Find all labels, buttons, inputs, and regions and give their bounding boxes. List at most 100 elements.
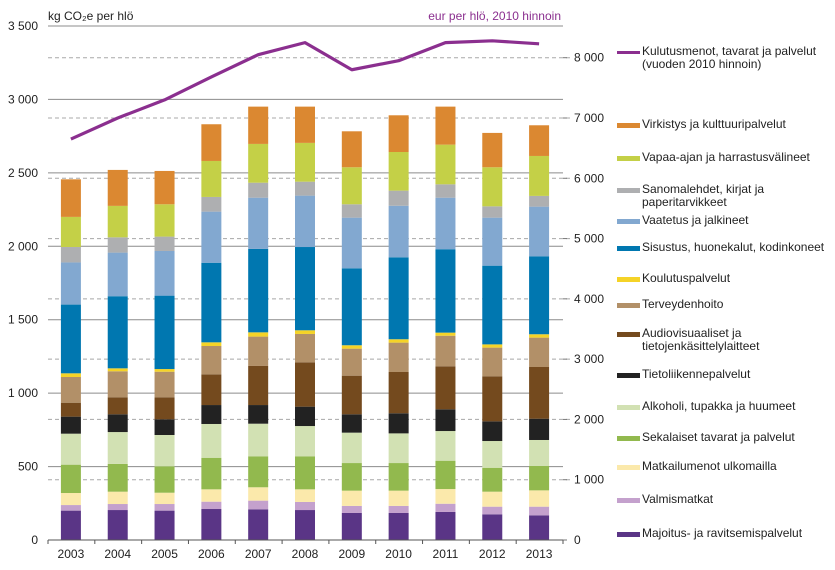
legend-color-swatch — [617, 219, 640, 224]
bar-segment — [60, 402, 81, 417]
bar-segment — [435, 460, 456, 490]
bar-segment — [529, 506, 550, 516]
bar-segment — [435, 409, 456, 432]
bar-stack-2006 — [201, 124, 222, 540]
legend-label: Sanomalehdet, kirjat ja paperitarvikkeet — [642, 182, 765, 209]
bar-segment — [201, 509, 222, 540]
bar-segment — [341, 217, 362, 269]
x-tick-label: 2008 — [292, 547, 319, 561]
x-axis-ticks: 2003 2004 2005 2006 2007 2008 2009 2010 2011 2012… — [47, 540, 564, 561]
left-tick-label: 2 000 — [8, 239, 38, 253]
bar-segment — [154, 236, 175, 251]
bar-segment — [154, 434, 175, 467]
bar-segment — [341, 432, 362, 464]
legend-label: Vaatetus ja jalkineet — [642, 213, 749, 227]
legend-color-swatch — [617, 498, 640, 503]
bar-segment — [388, 115, 409, 153]
bar-segment — [388, 257, 409, 340]
right-axis-unit-label: eur per hlö, 2010 hinnoin — [428, 9, 561, 23]
x-tick-label: 2013 — [526, 547, 553, 561]
bar-segment — [435, 366, 456, 410]
bar-segment — [529, 125, 550, 156]
bar-segment — [60, 373, 81, 377]
bar-segment — [341, 167, 362, 205]
legend-item: Koulutuspalvelut — [617, 272, 730, 285]
legend-color-swatch — [617, 188, 640, 193]
bar-segment — [388, 190, 409, 206]
legend-label: Koulutuspalvelut — [642, 271, 731, 285]
bar-segment — [60, 416, 81, 434]
bar-segment — [435, 106, 456, 145]
bar-segment — [154, 371, 175, 398]
bar-segment — [388, 205, 409, 258]
bar-segment — [107, 397, 128, 415]
bar-segment — [341, 131, 362, 168]
legend-color-swatch — [617, 332, 640, 337]
x-tick-label: 2003 — [58, 547, 85, 561]
left-tick-label: 1 000 — [8, 386, 38, 400]
bar-segment — [154, 250, 175, 296]
bar-segment — [388, 463, 409, 491]
bar-segment — [60, 179, 81, 217]
left-axis-unit-label: kg CO₂e per hlö — [48, 9, 134, 23]
legend-color-swatch — [617, 373, 640, 378]
bar-segment — [529, 465, 550, 491]
bar-segment — [295, 247, 315, 331]
bar-stack-2008 — [295, 106, 315, 540]
bar-segment — [248, 143, 269, 183]
bar-segment — [154, 204, 175, 237]
bar-segment — [107, 414, 128, 433]
bar-segment — [295, 426, 315, 457]
legend-item: Virkistys ja kulttuuripalvelut — [617, 118, 786, 131]
bar-segment — [388, 413, 409, 434]
x-tick-label: 2007 — [245, 547, 272, 561]
right-tick-label: 4 000 — [574, 292, 604, 306]
bar-segment — [529, 206, 550, 257]
bar-segment — [248, 332, 269, 337]
bar-segment — [201, 346, 222, 375]
bar-segment — [107, 510, 128, 540]
legend-line-swatch — [617, 51, 640, 54]
bar-segment — [107, 432, 128, 464]
left-tick-label: 1 500 — [8, 313, 38, 327]
legend-color-swatch — [617, 246, 640, 251]
bar-segment — [341, 414, 362, 433]
legend-color-swatch — [617, 156, 640, 161]
spending-line — [70, 39, 540, 141]
bar-segment — [482, 167, 503, 207]
bar-segment — [107, 296, 128, 369]
bar-stack-2009 — [341, 131, 362, 540]
bar-segment — [529, 490, 550, 507]
legend-item: Terveydenhoito — [617, 298, 723, 311]
bar-segment — [435, 184, 456, 198]
bar-segment — [529, 195, 550, 207]
bar-stack-2007 — [248, 106, 269, 540]
bar-stack-2005 — [154, 170, 175, 540]
bar-segment — [435, 489, 456, 504]
bar-segment — [295, 333, 315, 363]
bar-segment — [482, 421, 503, 442]
bar-segment — [248, 423, 269, 457]
legend-label: Audiovisuaaliset ja tietojenkäsittelylai… — [642, 326, 760, 353]
legend-label: Tietoliikennepalvelut — [642, 367, 751, 381]
bar-segment — [482, 376, 503, 422]
legend-item: Tietoliikennepalvelut — [617, 368, 750, 381]
bar-segment — [295, 181, 315, 196]
left-tick-label: 0 — [31, 533, 38, 547]
bar-segment — [295, 456, 315, 490]
legend-item: Audiovisuaaliset ja tietojenkäsittelylai… — [617, 327, 759, 353]
bar-segment — [107, 491, 128, 505]
bar-segment — [60, 493, 81, 506]
right-tick-label: 2 000 — [574, 412, 604, 426]
bar-segment — [341, 505, 362, 513]
bar-segment — [248, 500, 269, 510]
bar-segment — [248, 182, 269, 198]
bar-segment — [201, 160, 222, 197]
left-tick-label: 500 — [18, 460, 38, 474]
bar-segment — [388, 512, 409, 540]
legend-item: Vaatetus ja jalkineet — [617, 214, 749, 227]
bar-segment — [295, 362, 315, 407]
right-tick-label: 0 — [574, 533, 581, 547]
bar-segment — [482, 506, 503, 515]
bar-segment — [388, 433, 409, 464]
